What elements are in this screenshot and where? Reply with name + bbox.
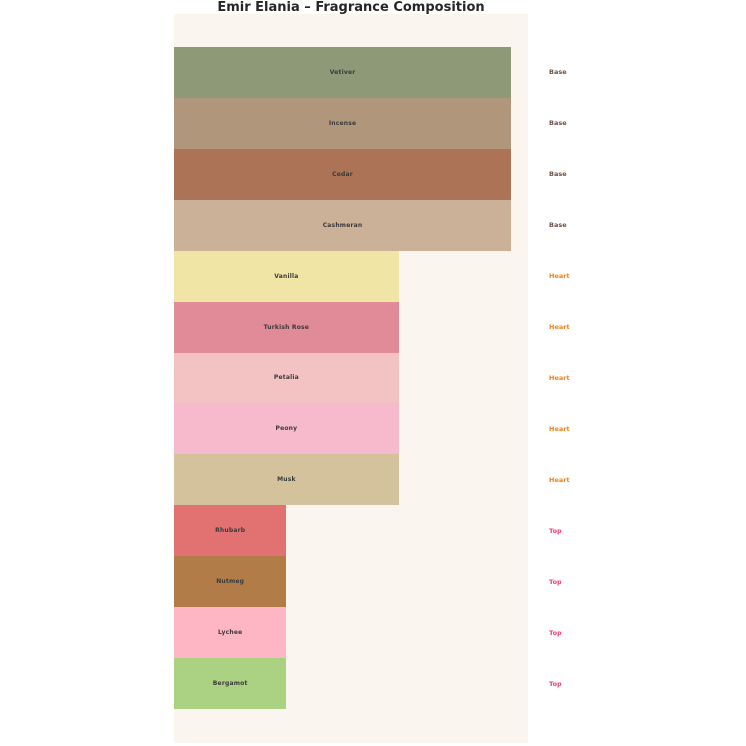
- bar: Cedar: [174, 148, 512, 200]
- group-label: Top: [549, 628, 562, 637]
- bar: Rhubarb: [174, 505, 287, 557]
- bar: Vetiver: [174, 47, 512, 98]
- bar: Cashmeran: [174, 199, 512, 251]
- group-label: Base: [549, 170, 567, 179]
- group-label: Top: [549, 577, 562, 586]
- bar: Petalia: [174, 352, 399, 404]
- group-label: Base: [549, 221, 567, 230]
- bar: Peony: [174, 403, 399, 455]
- group-label: Top: [549, 679, 562, 688]
- bar-label: Vetiver: [329, 68, 356, 76]
- plot-area: Vetiver Incense Cedar Cashmeran Vanilla Turki…: [174, 14, 528, 743]
- bar-label: Incense: [328, 119, 357, 127]
- bar: Lychee: [174, 607, 287, 659]
- bar: Bergamot: [174, 658, 287, 709]
- bar-label: Vanilla: [274, 272, 299, 280]
- group-label: Heart: [549, 272, 570, 281]
- bar-label: Turkish Rose: [263, 323, 310, 331]
- bar-label: Nutmeg: [216, 578, 245, 586]
- bar-label: Bergamot: [212, 679, 248, 687]
- bar-label: Cedar: [332, 170, 353, 178]
- chart-title: Emir Elania – Fragrance Composition: [217, 0, 485, 15]
- group-label: Heart: [549, 424, 570, 433]
- group-label: Heart: [549, 323, 570, 332]
- bar-label: Rhubarb: [215, 527, 246, 535]
- group-label: Top: [549, 526, 562, 535]
- bar: Musk: [174, 454, 399, 506]
- bar-label: Petalia: [273, 374, 299, 382]
- bar-label: Musk: [277, 476, 296, 484]
- bar-label: Peony: [275, 425, 298, 433]
- bar: Nutmeg: [174, 556, 287, 608]
- group-label: Base: [549, 68, 567, 77]
- bar: Turkish Rose: [174, 301, 399, 353]
- bar: Incense: [174, 97, 512, 149]
- group-label: Base: [549, 119, 567, 128]
- bar: Vanilla: [174, 250, 399, 302]
- bar-label: Cashmeran: [322, 221, 363, 229]
- group-label: Heart: [549, 373, 570, 382]
- group-label: Heart: [549, 475, 570, 484]
- bar-label: Lychee: [217, 629, 243, 637]
